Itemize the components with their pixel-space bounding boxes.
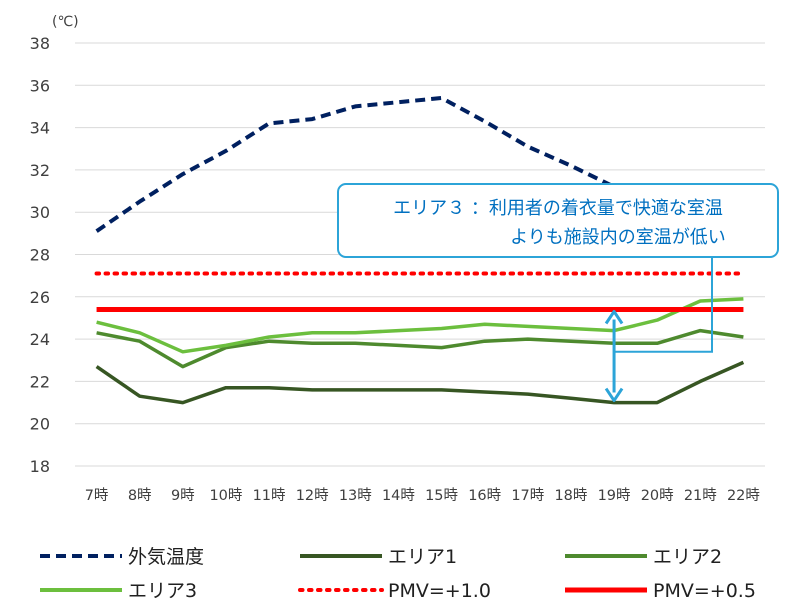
annotation-arrow-head-up: [604, 309, 624, 325]
legend-label-4: PMV=+1.0: [388, 580, 491, 602]
x-tick-label: 12時: [296, 487, 329, 504]
y-tick-label: 34: [30, 119, 50, 138]
legend: 外気温度 エリア1 エリア2 エリア3 PMV=+1.0 PMV=+0.5: [40, 546, 756, 602]
x-tick-label: 8時: [128, 487, 152, 504]
series-line-2: [96, 328, 744, 369]
legend-label-3: エリア3: [128, 580, 197, 602]
x-tick-label: 9時: [171, 487, 195, 504]
y-tick-label: 36: [30, 76, 50, 95]
legend-label-2: エリア2: [653, 546, 722, 568]
y-tick-label: 20: [30, 415, 50, 434]
x-axis-ticks: 7時 8時 9時 10時 11時 12時 13時 14時 15時 16時 17時 18時 19時 20時 2…: [85, 487, 760, 504]
y-tick-label: 26: [30, 288, 50, 307]
y-axis-unit-label: (℃): [52, 14, 79, 30]
annotation-arrow-head-down: [604, 387, 624, 403]
x-tick-label: 16時: [468, 487, 501, 504]
y-tick-label: 24: [30, 330, 50, 349]
series-line-3: [96, 297, 744, 354]
annotation-box: [337, 183, 779, 258]
x-tick-label: 13時: [339, 487, 372, 504]
x-tick-label: 21時: [684, 487, 717, 504]
y-tick-label: 30: [30, 203, 50, 222]
series-lines: [94, 96, 746, 405]
y-tick-label: 32: [30, 161, 50, 180]
y-tick-label: 38: [30, 34, 50, 53]
x-tick-label: 7時: [85, 487, 109, 504]
legend-label-5: PMV=+0.5: [653, 580, 756, 602]
series-line-0: [95, 96, 658, 233]
annotation-text-line1: エリア３ ：利用者の着衣量で快適な室温: [393, 198, 723, 219]
legend-label-1: エリア1: [388, 546, 457, 568]
annotation-text-line2: よりも施設内の室温が低い: [510, 227, 726, 248]
y-tick-label: 28: [30, 246, 50, 265]
annotation-connector: [614, 257, 713, 353]
series-line-1: [95, 360, 745, 405]
y-axis-ticks: 18 20 22 24 26 28 30 32 34 36 38: [30, 34, 50, 476]
x-tick-label: 19時: [598, 487, 631, 504]
x-tick-label: 10時: [209, 487, 242, 504]
y-tick-label: 18: [30, 457, 50, 476]
x-tick-label: 18時: [554, 487, 587, 504]
x-tick-label: 20時: [641, 487, 674, 504]
x-tick-label: 15時: [425, 487, 458, 504]
x-tick-label: 17時: [511, 487, 544, 504]
y-tick-label: 22: [30, 372, 50, 391]
legend-label-0: 外気温度: [128, 546, 204, 568]
x-tick-label: 11時: [253, 487, 286, 504]
x-tick-label: 14時: [382, 487, 415, 504]
x-tick-label: 22時: [727, 487, 760, 504]
